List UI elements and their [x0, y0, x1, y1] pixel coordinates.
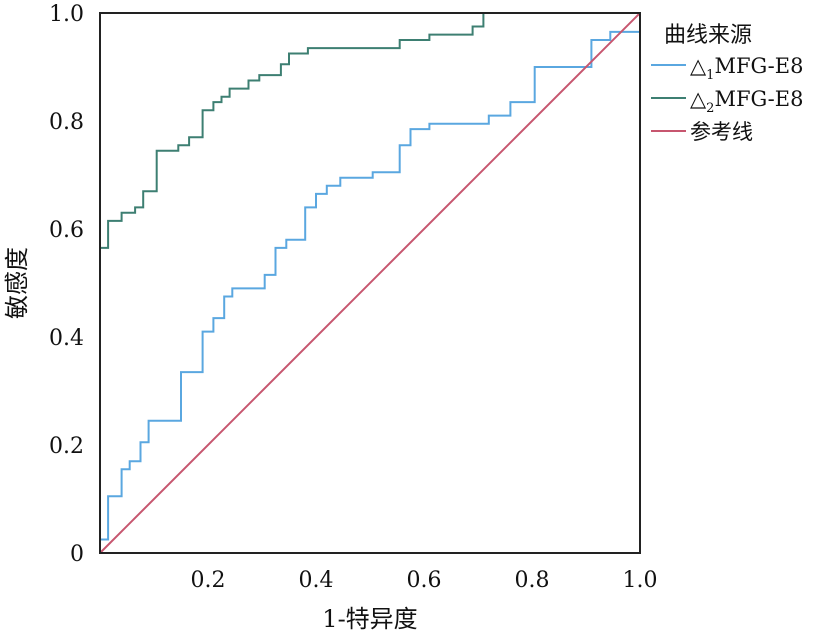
x-tick-label: 0.8: [515, 568, 550, 593]
legend-label: △1MFG-E8: [690, 54, 803, 83]
legend-title: 曲线来源: [664, 23, 752, 48]
y-axis-title: 敏感度: [3, 247, 31, 319]
legend-label: △2MFG-E8: [690, 87, 803, 116]
series-line-2: [100, 12, 640, 249]
x-axis-title: 1-特异度: [322, 605, 417, 633]
x-tick-label: 0.2: [191, 568, 226, 593]
x-tick-label: 1.0: [623, 568, 658, 593]
y-tick-label: 1.0: [49, 2, 84, 27]
series-line-3: [99, 12, 641, 554]
series-line-1: [100, 30, 640, 541]
y-axis-ticks: 0 0.2 0.4 0.6 0.8 1.0: [49, 2, 84, 567]
x-tick-label: 0.6: [407, 568, 442, 593]
y-tick-label: 0.2: [49, 434, 84, 459]
y-tick-label: 0.6: [49, 218, 84, 243]
y-tick-label: 0.4: [49, 326, 84, 351]
legend-label: 参考线: [690, 120, 753, 144]
y-tick-label: 0: [70, 542, 84, 567]
plot-area: [99, 12, 641, 554]
y-tick-label: 0.8: [49, 110, 84, 135]
x-axis-ticks: 0.2 0.4 0.6 0.8 1.0: [191, 568, 658, 593]
plot-frame: [99, 12, 641, 554]
x-tick-label: 0.4: [299, 568, 334, 593]
legend: 曲线来源 △1MFG-E8 △2MFG-E8 参考线: [651, 23, 803, 144]
